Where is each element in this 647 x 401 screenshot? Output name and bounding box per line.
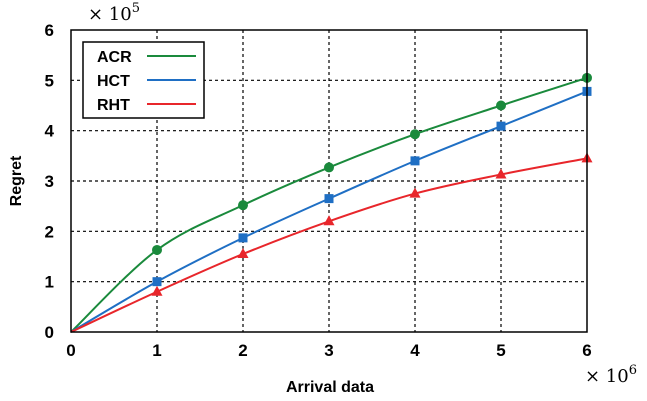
data-point-acr bbox=[410, 129, 420, 140]
x-tick-label: 3 bbox=[324, 341, 333, 360]
y-tick-label: 3 bbox=[45, 172, 54, 191]
data-point-rht bbox=[409, 187, 421, 198]
x-tick-label: 4 bbox=[410, 341, 420, 360]
legend-label: ACR bbox=[97, 49, 132, 66]
y-axis-label: Regret bbox=[8, 155, 25, 206]
legend-item-acr: ACR bbox=[97, 49, 196, 66]
x-axis-label: Arrival data bbox=[286, 379, 374, 396]
plot-frame bbox=[70, 29, 588, 333]
y-tick-label: 6 bbox=[45, 21, 54, 40]
data-point-hct bbox=[238, 233, 248, 243]
data-point-rht bbox=[323, 215, 335, 226]
x-tick-label: 0 bbox=[66, 341, 75, 360]
x-tick-label: 2 bbox=[238, 341, 247, 360]
legend-label: HCT bbox=[97, 73, 130, 90]
tick-labels: 0 1 2 3 4 5 6 0 1 2 3 4 5 6 bbox=[45, 21, 592, 360]
legend: ACR HCT RHT bbox=[82, 41, 205, 119]
series-line-rht bbox=[70, 157, 588, 333]
x-tick-label: 6 bbox=[582, 341, 591, 360]
x-tick-label: 5 bbox=[496, 341, 505, 360]
data-point-hct bbox=[324, 194, 334, 204]
y-scale-label: × 105 bbox=[88, 1, 140, 25]
data-point-hct bbox=[496, 121, 506, 131]
series-acr bbox=[70, 72, 592, 333]
legend-item-rht: RHT bbox=[97, 97, 196, 114]
data-point-rht bbox=[237, 247, 249, 258]
y-tick-label: 5 bbox=[45, 71, 54, 90]
data-point-rht bbox=[151, 285, 163, 296]
x-scale-label: × 106 bbox=[585, 363, 637, 387]
data-point-hct bbox=[410, 156, 420, 166]
legend-label: RHT bbox=[97, 97, 130, 114]
data-point-acr bbox=[152, 244, 162, 255]
legend-item-hct: HCT bbox=[97, 73, 196, 90]
series-rht bbox=[70, 152, 593, 333]
data-point-acr bbox=[496, 100, 506, 111]
data-point-acr bbox=[324, 162, 334, 173]
series-layer bbox=[70, 72, 593, 333]
x-tick-label: 1 bbox=[152, 341, 161, 360]
data-point-acr bbox=[238, 200, 248, 211]
data-point-rht bbox=[495, 168, 507, 179]
y-tick-label: 2 bbox=[45, 222, 54, 241]
y-tick-label: 0 bbox=[45, 323, 54, 342]
data-point-hct bbox=[152, 277, 162, 287]
y-tick-label: 4 bbox=[45, 122, 55, 141]
y-tick-label: 1 bbox=[45, 273, 54, 292]
